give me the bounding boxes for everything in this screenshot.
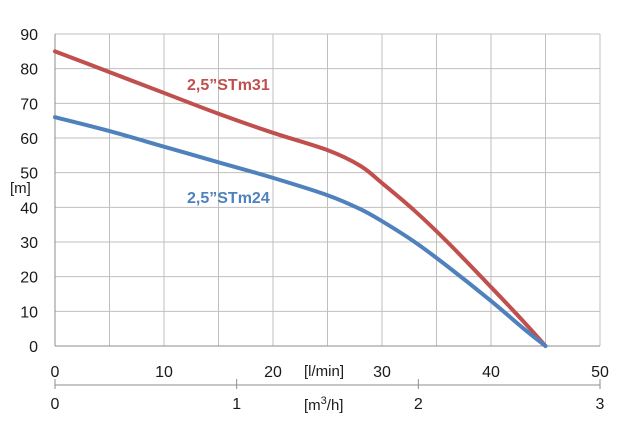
- y-tick-label: 30: [20, 235, 38, 252]
- series-label-stm31: 2,5”STm31: [187, 77, 270, 94]
- y-tick-label: 60: [20, 131, 38, 148]
- y-tick-label: 40: [20, 200, 38, 217]
- secondary-x-axis-label-suffix: /h]: [327, 397, 344, 414]
- y-tick-label: 50: [20, 166, 38, 183]
- secondary-x-tick-label: 1: [232, 396, 241, 413]
- x-tick-label: 30: [373, 364, 391, 381]
- series-line-stm24: [53, 115, 548, 348]
- x-axis-label: [l/min]: [304, 363, 344, 380]
- x-tick-label: 50: [591, 364, 609, 381]
- secondary-x-axis-label-prefix: [m: [304, 397, 321, 414]
- y-tick-label: 90: [20, 27, 38, 44]
- y-tick-label: 70: [20, 96, 38, 113]
- x-tick-label: 0: [51, 364, 60, 381]
- secondary-x-axis-label-sup: 3: [321, 395, 327, 407]
- y-tick-label: 10: [20, 304, 38, 321]
- series-label-stm24: 2,5”STm24: [187, 190, 270, 207]
- y-tick-label: 20: [20, 270, 38, 287]
- y-axis-label: [m]: [10, 180, 31, 197]
- secondary-x-tick-label: 3: [596, 396, 605, 413]
- y-tick-label: 0: [29, 339, 38, 356]
- series-layer: [53, 49, 548, 348]
- axis-layer: 0 10 20 30 40 50 60 70 80 90 0 10 20 30 40 50 0 1 2 3: [20, 27, 609, 413]
- secondary-x-tick-label: 0: [51, 396, 60, 413]
- secondary-x-tick-label: 2: [414, 396, 423, 413]
- label-layer: [m] [l/min] [m3/h] 2,5”STm31 2,5”STm24: [10, 77, 344, 414]
- series-line-stm31: [53, 49, 548, 348]
- x-tick-label: 20: [264, 364, 282, 381]
- y-tick-label: 80: [20, 62, 38, 79]
- x-tick-label: 10: [155, 364, 173, 381]
- x-tick-label: 40: [482, 364, 500, 381]
- secondary-x-axis-label: [m3/h]: [304, 395, 343, 414]
